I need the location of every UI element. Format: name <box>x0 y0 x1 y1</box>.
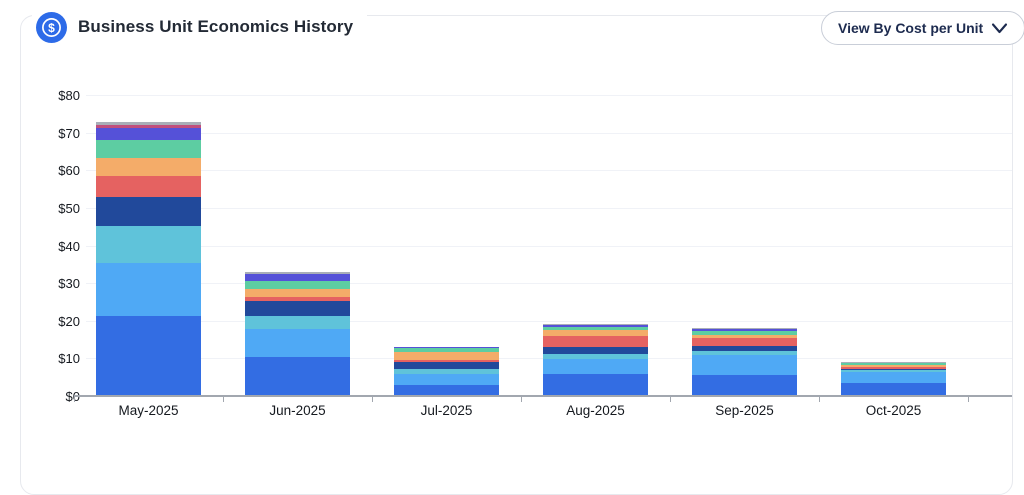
bar-segment-light-blue[interactable] <box>394 374 499 385</box>
bar-segment-navy[interactable] <box>394 362 499 369</box>
bar-May-2025 <box>96 122 201 395</box>
bar-Aug-2025 <box>543 324 648 395</box>
x-axis-tick <box>521 397 522 402</box>
x-axis-tick <box>968 397 969 402</box>
x-axis-tick <box>372 397 373 402</box>
y-axis-tick-label: $80 <box>32 88 80 103</box>
bar-segment-navy[interactable] <box>245 301 350 317</box>
gridline <box>86 283 1012 284</box>
x-axis-tick <box>670 397 671 402</box>
bar-Jun-2025 <box>245 272 350 395</box>
x-axis-category-label: Jun-2025 <box>223 403 372 418</box>
bar-segment-navy[interactable] <box>96 197 201 226</box>
x-axis-tick <box>819 397 820 402</box>
bar-segment-red[interactable] <box>692 338 797 346</box>
view-by-dropdown[interactable]: View By Cost per Unit <box>821 11 1024 45</box>
y-axis-tick-label: $60 <box>32 163 80 178</box>
bar-segment-teal[interactable] <box>96 226 201 264</box>
bar-segment-navy[interactable] <box>543 347 648 354</box>
bar-segment-royal-blue[interactable] <box>394 385 499 395</box>
chevron-down-icon <box>991 21 1008 35</box>
x-axis-tick <box>74 397 75 402</box>
x-axis-line <box>74 395 1012 397</box>
gridline <box>86 246 1012 247</box>
bar-Sep-2025 <box>692 328 797 395</box>
bar-segment-royal-blue[interactable] <box>692 375 797 395</box>
bar-segment-royal-blue[interactable] <box>245 357 350 395</box>
bar-segment-light-blue[interactable] <box>692 355 797 375</box>
y-axis-tick-label: $0 <box>32 389 80 404</box>
chart-header: $ Business Unit Economics History <box>32 11 367 43</box>
bar-segment-purple[interactable] <box>245 274 350 281</box>
bar-Oct-2025 <box>841 362 946 395</box>
bar-segment-royal-blue[interactable] <box>841 383 946 395</box>
bar-segment-orange[interactable] <box>96 158 201 176</box>
x-axis-category-label: Aug-2025 <box>521 403 670 418</box>
dollar-circle-icon: $ <box>36 12 67 43</box>
y-axis-tick-label: $20 <box>32 314 80 329</box>
y-axis-tick-label: $70 <box>32 126 80 141</box>
bar-segment-red[interactable] <box>96 176 201 197</box>
view-by-dropdown-label: View By Cost per Unit <box>838 20 983 36</box>
x-axis-category-label: May-2025 <box>74 403 223 418</box>
bar-segment-orange[interactable] <box>245 289 350 297</box>
y-axis-tick-label: $40 <box>32 239 80 254</box>
bar-segment-green[interactable] <box>245 281 350 289</box>
svg-text:$: $ <box>48 21 55 35</box>
gridline <box>86 321 1012 322</box>
page-title: Business Unit Economics History <box>78 17 353 37</box>
bar-segment-light-blue[interactable] <box>841 372 946 383</box>
bar-segment-light-blue[interactable] <box>543 359 648 375</box>
bar-segment-red[interactable] <box>543 336 648 347</box>
x-axis-category-label: Sep-2025 <box>670 403 819 418</box>
y-axis-tick-label: $50 <box>32 201 80 216</box>
bar-segment-light-blue[interactable] <box>96 263 201 316</box>
bar-segment-teal[interactable] <box>245 316 350 329</box>
x-axis-category-label: Oct-2025 <box>819 403 968 418</box>
gridline <box>86 170 1012 171</box>
bar-segment-royal-blue[interactable] <box>543 374 648 395</box>
y-axis-tick-label: $30 <box>32 276 80 291</box>
y-axis-tick-label: $10 <box>32 351 80 366</box>
bar-segment-purple[interactable] <box>96 128 201 140</box>
bar-segment-orange[interactable] <box>394 352 499 360</box>
gridline <box>86 95 1012 96</box>
x-axis-category-label: Jul-2025 <box>372 403 521 418</box>
bar-segment-light-blue[interactable] <box>245 329 350 357</box>
bar-segment-royal-blue[interactable] <box>96 316 201 395</box>
gridline <box>86 208 1012 209</box>
bar-segment-green[interactable] <box>96 140 201 158</box>
x-axis-tick <box>223 397 224 402</box>
gridline <box>86 133 1012 134</box>
bar-Jul-2025 <box>394 347 499 395</box>
